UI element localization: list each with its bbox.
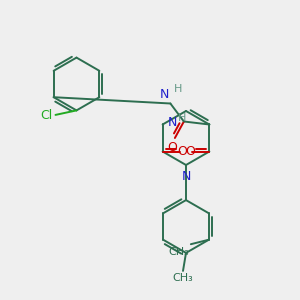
Text: N: N <box>160 88 169 101</box>
Text: O: O <box>167 141 177 154</box>
Text: H: H <box>178 113 186 123</box>
Text: CH₃: CH₃ <box>172 273 193 283</box>
Text: CH₃: CH₃ <box>169 247 189 256</box>
Text: O: O <box>185 145 195 158</box>
Text: O: O <box>177 145 187 158</box>
Text: Cl: Cl <box>40 109 52 122</box>
Text: N: N <box>168 116 177 130</box>
Text: N: N <box>182 170 191 183</box>
Text: H: H <box>174 84 182 94</box>
